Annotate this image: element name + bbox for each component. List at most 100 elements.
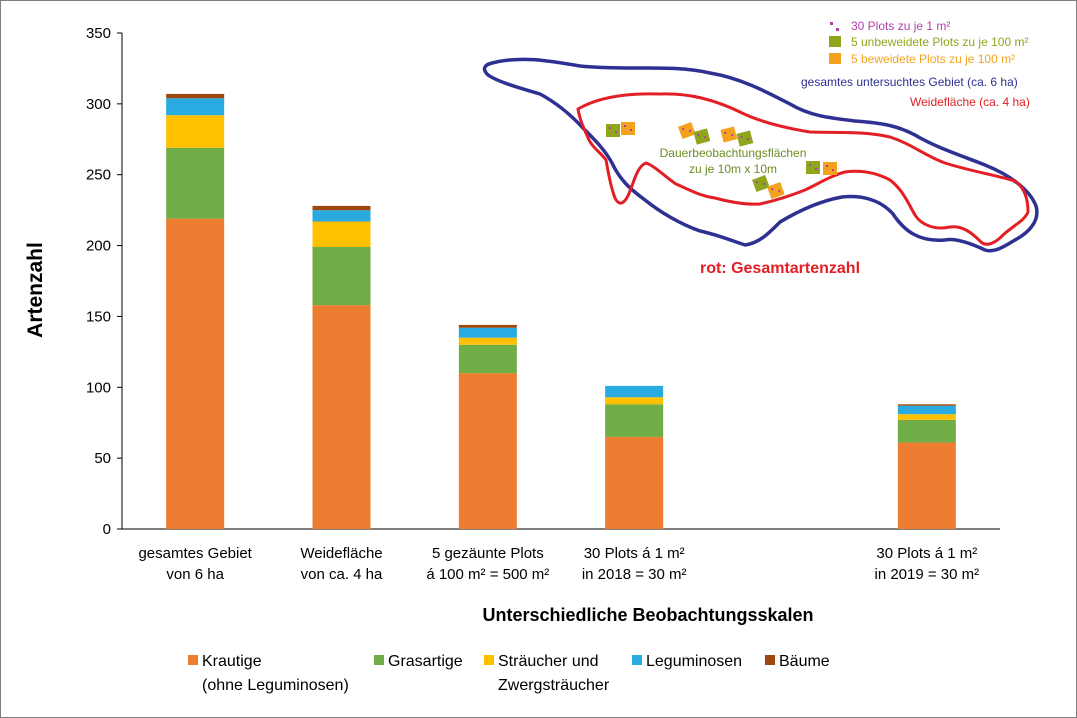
x-tick-label: 5 gezäunte Plots (432, 545, 544, 562)
x-tick-label: 30 Plots á 1 m² (876, 545, 977, 562)
plot-square (678, 122, 696, 140)
y-tick-label: 250 (86, 167, 111, 184)
plot-dot (688, 129, 692, 133)
total-species-note: rot: Gesamtartenzahl (700, 260, 860, 277)
pasture-area-outline (576, 92, 1030, 246)
bar-segment (166, 147, 225, 219)
area-label: Weidefläche (ca. 4 ha) (910, 95, 1030, 109)
plot-square-fill (736, 130, 754, 147)
plot-square-fill (606, 124, 620, 137)
bar-segment (897, 414, 956, 420)
plot-square-fill (752, 175, 770, 193)
x-tick-label: á 100 m² = 500 m² (426, 566, 549, 583)
y-tick-label: 200 (86, 238, 111, 255)
plot-square (606, 124, 620, 137)
plot-dot (681, 127, 685, 131)
y-tick-label: 150 (86, 308, 111, 325)
map-inset: 30 Plots zu je 1 m² 5 unbeweidete Plots z… (482, 19, 1039, 277)
category-labels: gesamtes Gebiet von 6 ha Weidefläche von ca… (138, 545, 979, 583)
bar-segment (605, 436, 664, 529)
plot-square-icon (829, 36, 841, 47)
plot-dot (826, 165, 828, 167)
plot-dot (777, 189, 781, 193)
plot-square (823, 162, 837, 175)
plot-dot (615, 131, 617, 133)
bar-segment (458, 324, 517, 328)
plot-dot (609, 127, 611, 129)
plot-square-fill (678, 122, 696, 140)
bar-segment (166, 218, 225, 529)
plot-dot (746, 137, 750, 141)
bar-segment (897, 405, 956, 415)
legend-label: Zwergsträucher (498, 677, 610, 694)
legend-label: Grasartige (388, 653, 463, 670)
plot-square-fill (767, 182, 785, 200)
x-tick-label: in 2019 = 30 m² (875, 566, 980, 583)
x-tick-label: von 6 ha (166, 566, 224, 583)
bar-segment (166, 98, 225, 116)
plot-dot (740, 135, 743, 139)
legend-label: Bäume (779, 653, 830, 670)
x-tick-label: von ca. 4 ha (301, 566, 383, 583)
y-tick-label: 100 (86, 379, 111, 396)
bars (166, 93, 956, 529)
y-tick-label: 300 (86, 96, 111, 113)
y-tick-label: 350 (86, 25, 111, 42)
x-tick-label: in 2018 = 30 m² (582, 566, 687, 583)
plot-dot (770, 187, 774, 191)
bar-segment (458, 344, 517, 374)
bar-segment (166, 93, 225, 99)
plot-dot (703, 135, 707, 139)
plots-label: Dauerbeobachtungsflächen (660, 146, 807, 160)
bar-segment (312, 210, 371, 222)
legend: Krautige (ohne Leguminosen) Grasartige Strä… (188, 653, 830, 694)
bar-segment (605, 385, 664, 398)
plot-square-fill (720, 126, 738, 143)
bar-segment (312, 246, 371, 306)
plot-dot (755, 180, 759, 184)
bar-segment (605, 397, 664, 405)
plot-square (806, 161, 820, 174)
plot-square-fill (621, 122, 635, 135)
plot-dot-icon (836, 28, 839, 31)
bar-segment (458, 327, 517, 338)
plot-dot (832, 169, 834, 171)
bar-segment (897, 419, 956, 443)
plot-square-fill (693, 128, 711, 145)
bar-segment (166, 115, 225, 148)
legend-label: Sträucher und (498, 653, 599, 670)
x-tick-label: 30 Plots á 1 m² (584, 545, 685, 562)
plot-dot (724, 131, 727, 135)
plot-dot (697, 133, 700, 137)
legend-swatch (765, 655, 775, 665)
plot-dot (815, 168, 817, 170)
bar-segment (458, 373, 517, 529)
bar-segment (897, 442, 956, 529)
x-axis-title: Unterschiedliche Beobachtungsskalen (482, 605, 813, 625)
area-label: gesamtes untersuchtes Gebiet (ca. 6 ha) (801, 75, 1018, 89)
plot-square (621, 122, 635, 135)
plot-dot (730, 133, 734, 137)
plot-square-fill (823, 162, 837, 175)
bar-segment (458, 337, 517, 345)
bar-segment (605, 404, 664, 437)
plot-square-icon (829, 53, 841, 64)
bar-segment (312, 221, 371, 247)
plot-square-fill (806, 161, 820, 174)
plot-dot (762, 182, 766, 186)
bar-segment (312, 305, 371, 529)
plot-square (752, 175, 770, 193)
x-tick-label: gesamtes Gebiet (138, 545, 252, 562)
plot-dot (624, 125, 626, 127)
inset-legend-label: 5 unbeweidete Plots zu je 100 m² (851, 35, 1028, 49)
inset-legend-label: 30 Plots zu je 1 m² (851, 19, 950, 33)
plot-dot (630, 129, 632, 131)
plot-square (693, 128, 711, 145)
plot-square (720, 126, 738, 143)
legend-label: Krautige (202, 653, 262, 670)
plots-label: zu je 10m x 10m (689, 162, 777, 176)
plot-square (767, 182, 785, 200)
y-tick-label: 0 (103, 521, 111, 538)
y-tick-label: 50 (94, 450, 111, 467)
